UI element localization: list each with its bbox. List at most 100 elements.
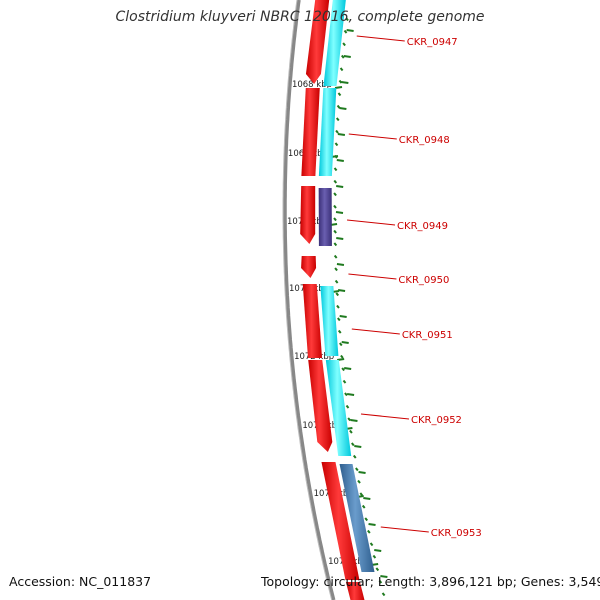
ruler-minor-tick: [334, 279, 339, 284]
gene-arrow-red: [305, 0, 330, 84]
gene-tick: [358, 471, 366, 474]
ruler-minor-tick: [364, 517, 368, 522]
gene-arrow-outer: [318, 188, 332, 246]
ruler-minor-tick: [343, 29, 348, 34]
gene-leader-line: [348, 273, 397, 280]
gene-arrow-red: [308, 360, 333, 452]
ruler-minor-tick: [345, 17, 349, 22]
gene-tick: [337, 133, 346, 136]
gene-arrow-outer: [339, 464, 375, 572]
gene-arrow-red: [300, 186, 316, 244]
ruler-minor-tick: [333, 242, 338, 247]
ruler-minor-tick: [337, 92, 342, 97]
gene-tick: [344, 367, 352, 370]
gene-leader-line: [380, 526, 429, 533]
gene-arrow-outer: [318, 88, 337, 176]
ruler-minor-tick: [352, 454, 357, 459]
gene-label: CKR_0949: [397, 221, 448, 232]
ruler-minor-tick: [355, 467, 359, 472]
ruler-minor-tick: [333, 192, 337, 197]
ruler-minor-tick: [333, 204, 337, 209]
gene-leader-line: [348, 133, 397, 140]
gene-leader-line: [346, 219, 396, 226]
ruler-minor-tick: [381, 592, 386, 597]
gene-arrow-red: [321, 462, 360, 580]
gene-arrow-red: [301, 256, 317, 278]
gene-tick: [374, 549, 382, 552]
gene-leader-line: [360, 413, 410, 420]
ruler-minor-tick: [335, 129, 339, 134]
gene-label: CKR_0950: [398, 275, 449, 286]
ruler-minor-tick: [333, 229, 337, 234]
gene-label: CKR_0952: [411, 415, 462, 426]
gene-arrow-red: [301, 88, 320, 176]
gene-tick: [336, 237, 344, 240]
gene-tick: [341, 341, 349, 344]
gene-tick: [339, 315, 347, 318]
gene-tick: [343, 55, 351, 58]
topology-text: Topology: circular; Length: 3,896,121 bp…: [261, 574, 600, 589]
ruler-minor-tick: [361, 504, 366, 509]
gene-tick: [335, 211, 344, 214]
ruler-major-tick: [337, 358, 345, 361]
ruler-minor-tick: [367, 529, 371, 534]
ruler-minor-tick: [375, 567, 380, 572]
accession-text: Accession: NC_011837: [9, 574, 152, 589]
gene-tick: [346, 393, 355, 396]
genome-backbone: [283, 0, 336, 600]
gene-tick: [380, 575, 388, 578]
ruler-minor-tick: [333, 217, 337, 222]
ruler-major-tick: [334, 86, 343, 89]
gene-tick: [368, 523, 376, 526]
gene-arrow-red: [302, 284, 323, 358]
ruler-label: 1068 kbp: [292, 80, 332, 90]
gene-arrow-outer: [325, 360, 352, 456]
ruler-minor-tick: [337, 329, 342, 334]
ruler-minor-tick: [333, 254, 338, 259]
gene-arrow-red: [345, 582, 365, 600]
gene-tick: [341, 81, 349, 84]
ruler-minor-tick: [337, 317, 341, 322]
gene-tick: [354, 445, 362, 448]
ruler-minor-tick: [342, 42, 346, 47]
gene-label: CKR_0948: [399, 135, 450, 146]
gene-label: CKR_0953: [431, 528, 482, 539]
ruler-minor-tick: [334, 267, 338, 272]
ruler-minor-tick: [333, 167, 338, 172]
gene-label: CKR_0947: [407, 37, 458, 48]
ruler-minor-tick: [349, 429, 353, 434]
gene-tick: [346, 29, 354, 32]
ruler-minor-tick: [340, 354, 344, 359]
ruler-minor-tick: [359, 492, 364, 497]
ruler-minor-tick: [344, 392, 348, 397]
gene-tick: [336, 263, 345, 266]
gene-leader-line: [351, 328, 400, 335]
ruler-minor-tick: [342, 379, 347, 384]
ruler-minor-tick: [357, 479, 361, 484]
ruler-minor-tick: [336, 304, 340, 309]
ruler-minor-tick: [372, 554, 377, 559]
ruler-minor-tick: [341, 367, 345, 372]
gene-tick: [350, 419, 358, 422]
ruler-minor-tick: [369, 542, 374, 547]
ruler-minor-tick: [339, 67, 344, 72]
gene-label: CKR_0951: [402, 330, 453, 341]
ruler-minor-tick: [336, 104, 341, 109]
ruler-minor-tick: [351, 442, 355, 447]
ruler-minor-tick: [347, 417, 351, 422]
ruler-minor-tick: [334, 142, 339, 147]
gene-arrow-outer: [320, 286, 339, 356]
ruler-minor-tick: [335, 117, 340, 122]
ruler-minor-tick: [345, 404, 350, 409]
genome-title: Clostridium kluyveri NBRC 12016, complet…: [115, 9, 485, 25]
genome-backbone-highlight: [282, 0, 333, 600]
ruler-minor-tick: [378, 579, 383, 584]
ruler-minor-tick: [338, 79, 343, 84]
ruler-minor-tick: [333, 179, 338, 184]
gene-tick: [363, 497, 371, 500]
gene-arrow-outer: [323, 0, 346, 86]
gene-tick: [339, 107, 347, 110]
gene-tick: [337, 289, 346, 292]
gene-tick: [336, 185, 344, 188]
